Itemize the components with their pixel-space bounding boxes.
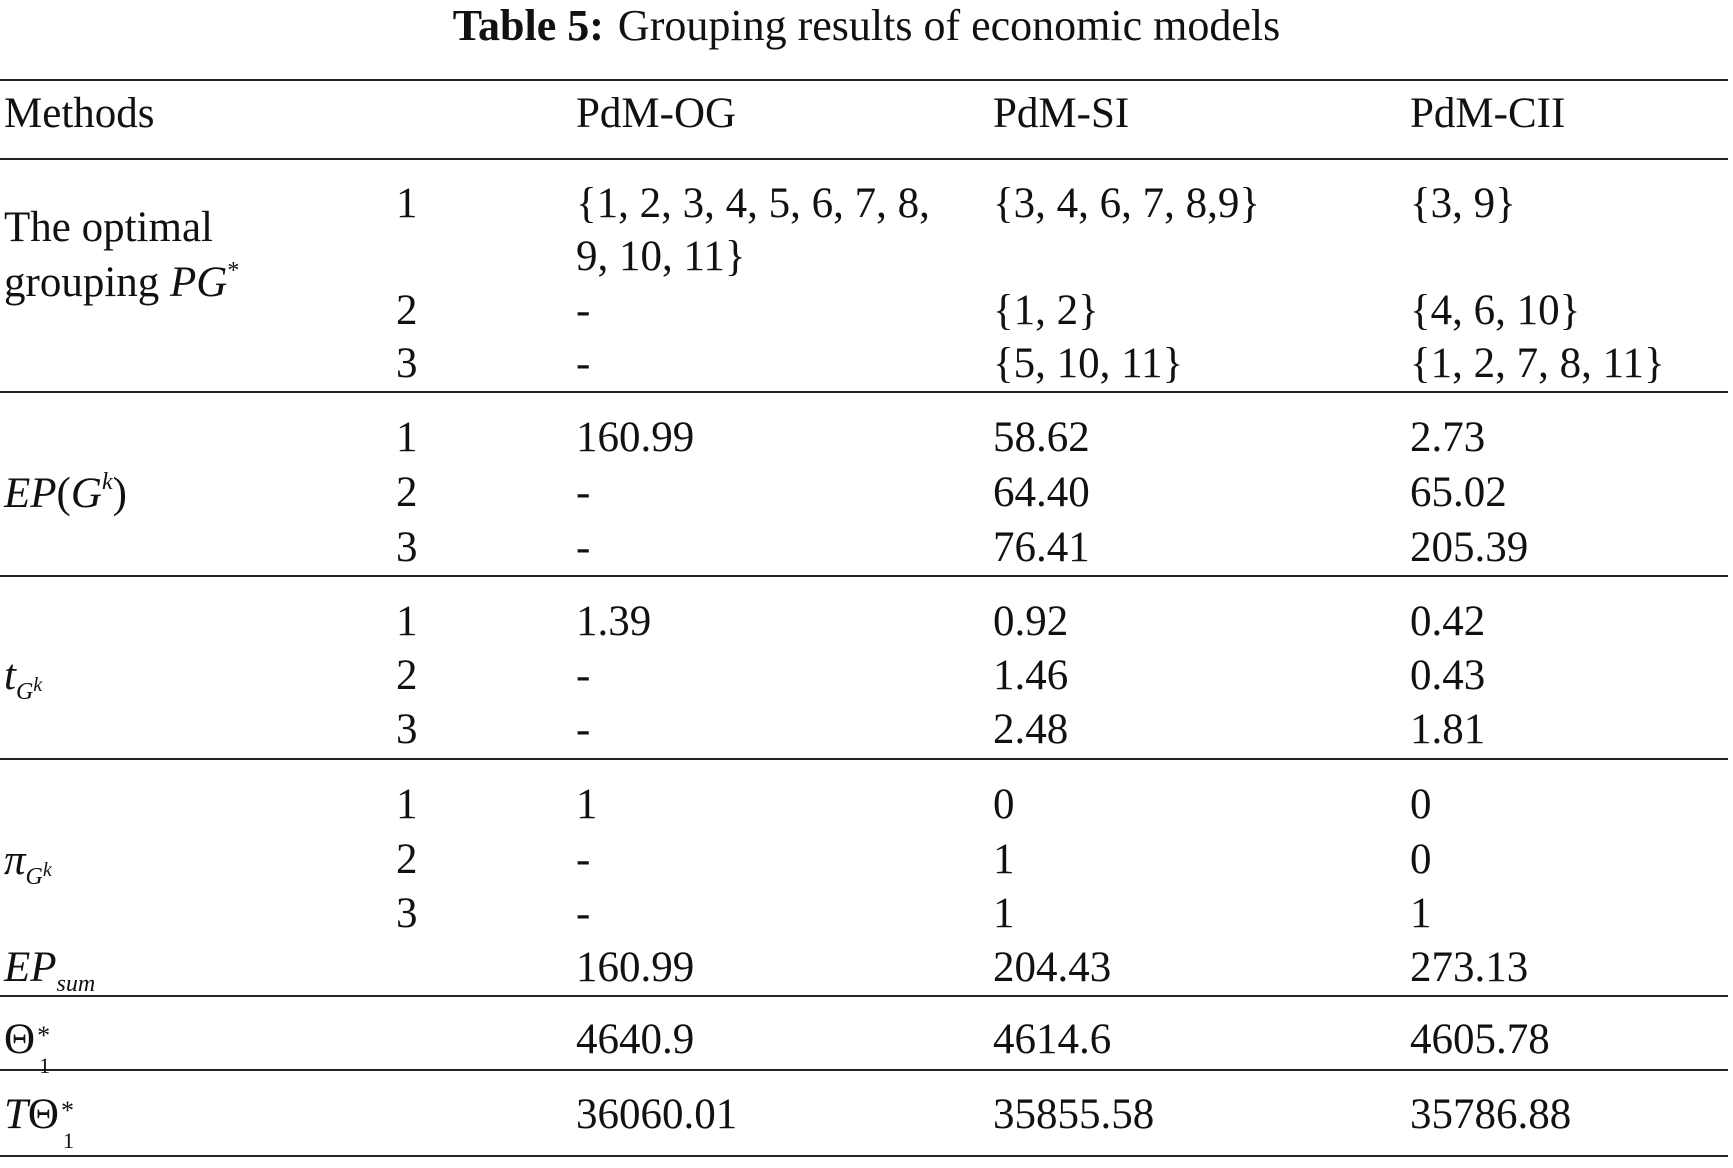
grouping-k-1: 1 [396,180,418,227]
header-rule [0,158,1728,160]
grouping-cii-1: {3, 9} [1410,180,1516,227]
ep-si-1: 58.62 [993,414,1090,461]
ep-k-2: 2 [396,469,418,516]
header-pdm-si: PdM-SI [993,90,1130,137]
bottom-rule [0,1155,1728,1157]
epsum-label: EPsum [4,944,96,997]
ep-og-1: 160.99 [576,414,695,461]
theta-label: Θ * 1 [4,1013,59,1078]
grouping-og-1b: 9, 10, 11} [576,233,746,280]
grouping-cii-3: {1, 2, 7, 8, 11} [1410,340,1665,387]
theta-subsup: * 1 [37,1021,51,1078]
ep-si-2: 64.40 [993,469,1090,516]
t-og-3: - [576,706,591,753]
epsum-cii: 273.13 [1410,944,1529,991]
table-caption: Table 5: Grouping results of economic mod… [0,0,1733,52]
ttheta-og: 36060.01 [576,1091,738,1138]
grouping-si-1: {3, 4, 6, 7, 8,9} [993,180,1261,227]
t-si-3: 2.48 [993,706,1069,753]
header-pdm-cii: PdM-CII [1410,90,1566,137]
pi-si-1: 0 [993,781,1015,828]
pi-cii-1: 0 [1410,781,1432,828]
grouping-k-3: 3 [396,340,418,387]
section-rule-theta [0,1069,1728,1071]
caption-label: Table 5: [452,1,604,50]
t-k-2: 2 [396,652,418,699]
pi-og-3: - [576,890,591,937]
theta-si: 4614.6 [993,1016,1112,1063]
pi-k-3: 3 [396,890,418,937]
ep-k-1: 1 [396,414,418,461]
pi-si-2: 1 [993,836,1015,883]
epsum-si: 204.43 [993,944,1112,991]
t-label: tGk [4,652,43,705]
ep-og-2: - [576,469,591,516]
grouping-symbol-sup: * [227,258,240,284]
grouping-label-line1: The optimal [4,204,213,251]
ep-og-3: - [576,524,591,571]
t-si-1: 0.92 [993,598,1069,645]
grouping-si-3: {5, 10, 11} [993,340,1184,387]
grouping-og-3: - [576,340,591,387]
t-cii-3: 1.81 [1410,706,1486,753]
ep-si-3: 76.41 [993,524,1090,571]
grouping-label-line2: grouping PG* [4,258,240,306]
t-k-3: 3 [396,706,418,753]
grouping-si-2: {1, 2} [993,287,1099,334]
ttheta-subsup: * 1 [60,1096,74,1153]
section-rule-grouping [0,391,1728,393]
theta-cii: 4605.78 [1410,1016,1550,1063]
pi-og-1: 1 [576,781,598,828]
grouping-cii-2: {4, 6, 10} [1410,287,1581,334]
header-pdm-og: PdM-OG [576,90,737,137]
t-og-1: 1.39 [576,598,652,645]
grouping-k-2: 2 [396,287,418,334]
ttheta-label: TΘ * 1 [4,1088,83,1153]
pi-si-3: 1 [993,890,1015,937]
theta-og: 4640.9 [576,1016,695,1063]
ttheta-cii: 35786.88 [1410,1091,1572,1138]
grouping-og-2: - [576,287,591,334]
t-cii-2: 0.43 [1410,652,1486,699]
pi-cii-3: 1 [1410,890,1432,937]
ttheta-si: 35855.58 [993,1091,1155,1138]
section-rule-pi [0,995,1728,997]
t-og-2: - [576,652,591,699]
section-rule-ep [0,575,1728,577]
ep-cii-1: 2.73 [1410,414,1486,461]
section-rule-t [0,758,1728,760]
epsum-og: 160.99 [576,944,695,991]
header-methods: Methods [4,90,155,137]
grouping-symbol: PG [170,259,228,306]
caption-text: Grouping results of economic models [617,1,1281,50]
ep-label: EP(Gk) [4,469,127,517]
top-rule [0,79,1728,81]
ep-cii-2: 65.02 [1410,469,1507,516]
pi-k-1: 1 [396,781,418,828]
t-k-1: 1 [396,598,418,645]
t-cii-1: 0.42 [1410,598,1486,645]
ep-cii-3: 205.39 [1410,524,1529,571]
grouping-og-1a: {1, 2, 3, 4, 5, 6, 7, 8, [576,180,930,227]
pi-og-2: - [576,836,591,883]
ep-k-3: 3 [396,524,418,571]
pi-k-2: 2 [396,836,418,883]
pi-label: πGk [4,837,52,890]
pi-cii-2: 0 [1410,836,1432,883]
t-si-2: 1.46 [993,652,1069,699]
